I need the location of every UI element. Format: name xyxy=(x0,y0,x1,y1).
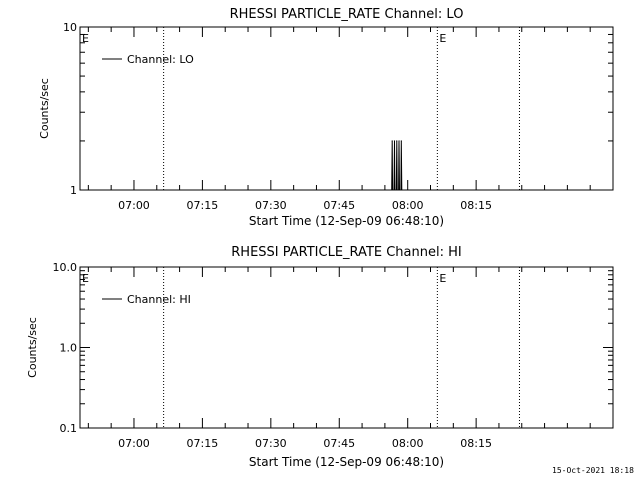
legend-entry: Channel: LO xyxy=(127,53,194,66)
x-tick-label: 07:45 xyxy=(323,437,355,450)
x-tick-label: 07:00 xyxy=(118,437,150,450)
x-tick-label: 08:15 xyxy=(460,437,492,450)
x-tick-label: 08:00 xyxy=(392,199,424,212)
data-point xyxy=(396,140,398,142)
chart-panel-2: RHESSI PARTICLE_RATE Channel: HI Counts/s… xyxy=(26,245,614,469)
plot-frame xyxy=(79,266,614,429)
x-tick-label: 08:15 xyxy=(460,199,492,212)
x-axis-label: Start Time (12-Sep-09 06:48:10) xyxy=(249,214,444,228)
x-tick-label: 07:15 xyxy=(187,199,219,212)
legend-entry: Channel: HI xyxy=(127,293,191,306)
series-line-1 xyxy=(391,140,403,191)
x-tick-label: 07:30 xyxy=(255,437,287,450)
x-tick-label: 07:45 xyxy=(323,199,355,212)
y-axis-label: Counts/sec xyxy=(38,78,51,139)
footer-timestamp: 15-Oct-2021 18:18 xyxy=(552,466,634,475)
x-tick-label: 08:00 xyxy=(392,437,424,450)
y-tick-label: 0.1 xyxy=(60,422,78,435)
data-point xyxy=(400,140,402,142)
chart-title: RHESSI PARTICLE_RATE Channel: HI xyxy=(231,245,461,260)
y-tick-label: 10 xyxy=(63,21,77,34)
data-point xyxy=(398,140,400,142)
chart-panel-1: RHESSI PARTICLE_RATE Channel: LO Counts/s… xyxy=(38,7,614,228)
x-tick-label: 07:30 xyxy=(255,199,287,212)
eclipse-marker-label: E xyxy=(439,272,446,285)
plot-frame xyxy=(79,26,614,191)
x-axis-label: Start Time (12-Sep-09 06:48:10) xyxy=(249,455,444,469)
y-tick-label: 1 xyxy=(70,184,77,197)
y-axis-label: Counts/sec xyxy=(26,317,39,378)
y-tick-label: 1.0 xyxy=(60,342,78,355)
eclipse-marker-label: E xyxy=(82,272,89,285)
x-tick-label: 07:15 xyxy=(187,437,219,450)
x-tick-label: 07:00 xyxy=(118,199,150,212)
y-tick-label: 10.0 xyxy=(53,261,78,274)
eclipse-marker-label: E xyxy=(439,32,446,45)
chart-title: RHESSI PARTICLE_RATE Channel: LO xyxy=(230,7,464,22)
data-point xyxy=(391,140,393,142)
eclipse-marker-label: E xyxy=(82,32,89,45)
data-point xyxy=(393,140,396,142)
